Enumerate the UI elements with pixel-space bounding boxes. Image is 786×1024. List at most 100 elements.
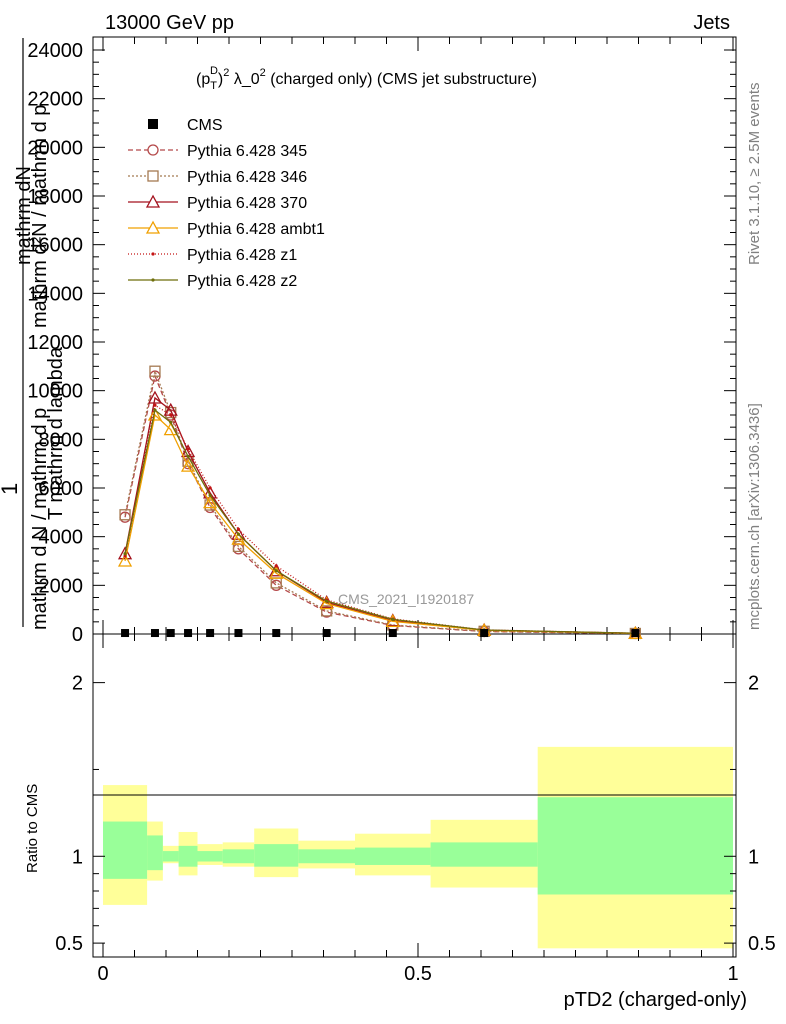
ratio-y-tick-label: 1 xyxy=(72,846,83,868)
y-tick-label: 22000 xyxy=(27,89,83,111)
data-point xyxy=(274,569,278,573)
data-point xyxy=(391,617,395,622)
data-point xyxy=(147,390,163,404)
data-point xyxy=(270,579,282,591)
cms-data-point xyxy=(322,629,331,638)
ratio-y-tick-label: 2 xyxy=(748,673,759,695)
series-line xyxy=(124,373,636,635)
analysis-watermark: CMS_2021_I1920187 xyxy=(338,591,474,607)
legend-item: Pythia 6.428 z1 xyxy=(128,247,297,264)
ratio-inner-band xyxy=(537,797,733,895)
y-label-line: mathrm d N / mathrm d p xyxy=(29,408,51,630)
y-label-line: 1 xyxy=(0,483,22,495)
cms-data-point xyxy=(480,629,489,638)
data-point xyxy=(274,564,278,568)
data-point xyxy=(123,554,127,558)
data-point xyxy=(208,493,212,497)
cms-data-point xyxy=(234,629,243,638)
ratio-inner-band xyxy=(147,835,163,871)
title-sup: 2 xyxy=(260,67,266,79)
legend-label: Pythia 6.428 345 xyxy=(187,143,307,160)
cms-data-point xyxy=(272,629,281,638)
legend-marker xyxy=(151,252,155,256)
y-axis-label: mathrm dN mathrm d²N / mathrm d p 1 math… xyxy=(0,105,67,630)
data-point xyxy=(320,605,333,617)
x-tick-label: 1 xyxy=(727,963,738,985)
y-tick-label: 18000 xyxy=(27,186,83,208)
data-point xyxy=(169,420,173,424)
series-line xyxy=(124,413,636,634)
legend-item: Pythia 6.428 346 xyxy=(128,169,307,186)
y-label-line: T mathrm d lambda xyxy=(45,346,67,520)
header-left: 13000 GeV pp xyxy=(105,12,234,34)
legend-label: Pythia 6.428 346 xyxy=(187,169,307,186)
legend-marker xyxy=(147,170,159,182)
data-point xyxy=(325,599,329,603)
data-point xyxy=(232,540,245,553)
data-point xyxy=(153,408,157,412)
ratio-inner-band xyxy=(254,844,299,867)
ratio-bands xyxy=(103,746,733,949)
legend-marker xyxy=(151,278,155,282)
data-point xyxy=(117,553,133,567)
x-tick-label: 0.5 xyxy=(404,963,432,985)
ratio-y-tick-label: 0.5 xyxy=(55,933,83,955)
rivet-version-text: Rivet 3.1.10, ≥ 2.5M events xyxy=(746,83,763,266)
cms-data-point xyxy=(206,629,215,638)
title-sup: D xyxy=(210,65,218,77)
legend-marker xyxy=(145,194,161,208)
legend-item: Pythia 6.428 370 xyxy=(128,194,307,212)
data-point xyxy=(153,403,157,407)
title-sup: 2 xyxy=(223,67,229,79)
cms-data-layer xyxy=(121,629,640,638)
ratio-inner-band xyxy=(103,821,148,879)
legend-item: Pythia 6.428 z2 xyxy=(128,273,297,290)
legend-item: Pythia 6.428 ambt1 xyxy=(128,220,325,238)
y-tick-label: 6000 xyxy=(39,478,84,500)
y-tick-label: 12000 xyxy=(27,332,83,354)
header-right: Jets xyxy=(693,12,730,34)
data-point xyxy=(236,527,241,531)
title-part: (p xyxy=(196,71,210,88)
ratio-inner-band xyxy=(298,849,355,864)
ratio-y-tick-label: 1 xyxy=(748,846,759,868)
cms-data-point xyxy=(631,629,640,638)
y-tick-label: 24000 xyxy=(27,40,83,62)
legend-item: Pythia 6.428 345 xyxy=(128,143,307,160)
ratio-y-axis: 0.5 0.5 1 1 2 2 xyxy=(55,673,776,955)
chart-title: (pTD)2 λ_02 (charged only) (CMS jet subs… xyxy=(196,65,537,92)
y-tick-label: 4000 xyxy=(39,527,84,549)
data-point xyxy=(186,447,190,451)
y-tick-label: 0 xyxy=(72,624,83,646)
legend-item: CMS xyxy=(148,117,223,134)
data-point xyxy=(385,613,400,627)
y-label-line: mathrm d²N / mathrm d p xyxy=(29,105,51,328)
data-point xyxy=(147,407,163,421)
x-tick-label: 0 xyxy=(97,963,108,985)
legend-label: Pythia 6.428 370 xyxy=(187,195,307,212)
y-tick-label: 16000 xyxy=(27,235,83,257)
y-label-line: mathrm dN xyxy=(13,166,35,265)
ratio-y-tick-label: 2 xyxy=(72,673,83,695)
data-point xyxy=(180,458,196,472)
cms-data-point xyxy=(184,629,193,638)
ratio-inner-band xyxy=(222,849,255,864)
series-line xyxy=(124,368,636,635)
ratio-inner-band xyxy=(197,851,223,862)
legend-label: CMS xyxy=(187,117,223,134)
title-sub: T xyxy=(210,80,217,92)
legend-label: Pythia 6.428 z1 xyxy=(187,247,297,264)
data-point xyxy=(208,486,212,490)
main-y-axis: 0 2000 4000 6000 8000 10000 12000 14000 16000 180… xyxy=(27,40,736,646)
cms-data-point xyxy=(150,629,159,638)
data-point xyxy=(319,596,334,610)
data-point xyxy=(169,413,173,417)
data-point xyxy=(203,495,218,509)
ratio-x-axis: 0 0.5 1 xyxy=(97,634,739,985)
y-tick-label: 10000 xyxy=(27,381,83,403)
data-point xyxy=(119,509,131,521)
y-tick-label: 14000 xyxy=(27,283,83,305)
ratio-inner-band xyxy=(430,842,538,867)
legend: CMS Pythia 6.428 345 Pythia 6.428 346 Pythi… xyxy=(128,117,325,290)
